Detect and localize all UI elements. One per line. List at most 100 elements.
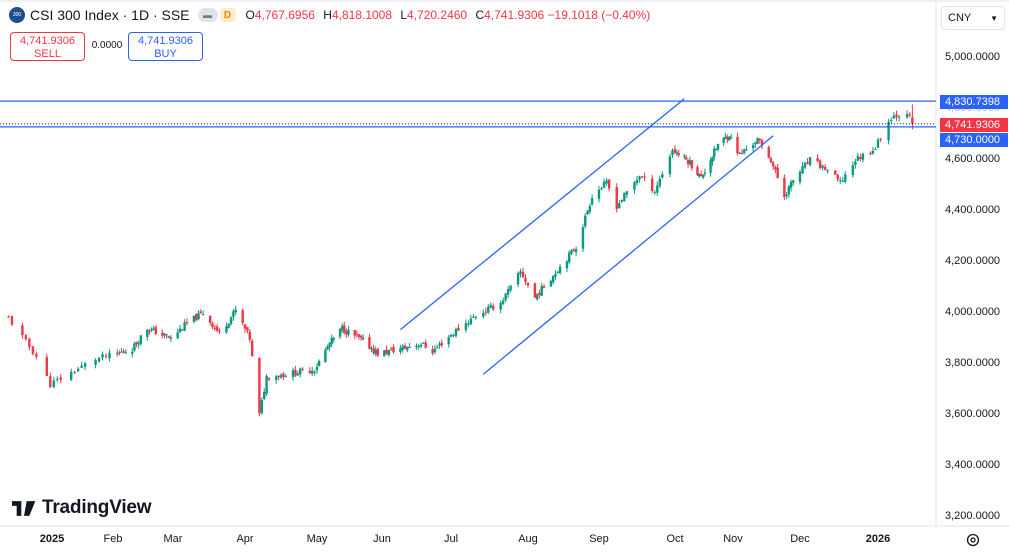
- candle-body: [457, 327, 460, 331]
- time-tick-label: Nov: [723, 533, 743, 545]
- candle-body: [372, 348, 375, 353]
- price-tick-label: 4,600.0000: [945, 153, 1001, 165]
- candle-body: [640, 176, 644, 178]
- time-tick-label: 2025: [39, 533, 65, 545]
- candle-body: [509, 285, 512, 291]
- currency-selector[interactable]: CNY ▼: [941, 6, 1005, 30]
- candle-body: [506, 289, 510, 295]
- candle-body: [28, 338, 31, 348]
- candle-body: [675, 152, 679, 154]
- candle-body: [605, 180, 608, 184]
- candle-body: [469, 318, 473, 325]
- candle-body: [227, 323, 230, 328]
- candle-body: [248, 331, 251, 340]
- candle-body: [745, 149, 748, 151]
- candle-body: [195, 314, 198, 321]
- time-tick-label: May: [306, 533, 328, 545]
- candle-body: [359, 335, 363, 338]
- time-tick-label: Sep: [589, 533, 609, 545]
- ohlc-close-value: 4,741.9306 −19.1018 (−0.40%): [484, 8, 651, 22]
- price-tick-label: 3,200.0000: [945, 510, 1001, 522]
- candle-body: [161, 332, 164, 336]
- candle-body: [808, 157, 812, 166]
- candle-body: [521, 271, 525, 278]
- candle-body: [277, 375, 280, 378]
- symbol-logo-icon[interactable]: 300: [9, 7, 25, 23]
- gear-icon[interactable]: [964, 531, 982, 549]
- buy-label: BUY: [154, 48, 177, 60]
- candle-body: [83, 363, 87, 367]
- ohlc-open-value: 4,767.6956: [254, 8, 315, 22]
- candle-body: [714, 149, 718, 151]
- candle-body: [183, 322, 186, 331]
- buy-button[interactable]: 4,741.9306 BUY: [128, 32, 203, 61]
- candle-body: [501, 300, 505, 304]
- last-price-label: 4,741.9306: [940, 118, 1008, 132]
- price-tick-label: 3,800.0000: [945, 357, 1001, 369]
- candle-body: [163, 333, 166, 336]
- candle-body: [296, 373, 299, 376]
- buy-price: 4,741.9306: [137, 35, 194, 47]
- candle-body: [7, 316, 10, 318]
- candle-body: [738, 152, 741, 154]
- candle-body: [859, 157, 862, 160]
- candle-body: [120, 351, 123, 353]
- candle-body: [135, 341, 138, 345]
- candle-body: [353, 329, 356, 336]
- candle-body: [792, 180, 795, 183]
- candle-body: [568, 252, 571, 263]
- candle-body: [751, 145, 755, 149]
- candle-body: [554, 274, 557, 277]
- candle-body: [677, 153, 680, 155]
- candle-body: [197, 313, 200, 320]
- visibility-toggle-icon[interactable]: ▬: [197, 8, 218, 22]
- candle-body: [150, 328, 153, 331]
- market-status-badge[interactable]: D: [219, 8, 236, 22]
- candle-body: [839, 179, 842, 181]
- candle-body: [122, 351, 125, 353]
- ohlc-low-key: L: [400, 8, 408, 22]
- tradingview-logo[interactable]: TradingView: [12, 497, 152, 519]
- candle-body: [447, 337, 450, 345]
- candle-body: [540, 285, 543, 296]
- candle-body: [861, 153, 865, 160]
- candle-body: [438, 343, 441, 346]
- candle-body: [699, 174, 703, 177]
- candle-body: [422, 342, 425, 344]
- time-tick-label: Apr: [236, 533, 254, 545]
- candle-body: [803, 163, 807, 168]
- candle-body: [131, 351, 134, 354]
- tradingview-logo-icon: [12, 500, 36, 516]
- candle-body: [328, 343, 331, 348]
- candle-body: [722, 137, 725, 143]
- candle-body: [769, 158, 773, 163]
- candle-body: [758, 138, 761, 141]
- sell-button[interactable]: 4,741.9306 SELL: [10, 32, 85, 61]
- candle-body: [572, 249, 576, 251]
- time-tick-label: Oct: [666, 533, 684, 545]
- symbol-title[interactable]: CSI 300 Index · 1D · SSE: [30, 7, 190, 23]
- candle-body: [709, 160, 712, 173]
- ohlc-high-key: H: [323, 8, 332, 22]
- candle-body: [851, 165, 855, 175]
- candle-body: [73, 371, 76, 373]
- candle-body: [279, 374, 283, 378]
- candle-body: [284, 376, 287, 378]
- candle-body: [703, 172, 707, 174]
- time-tick-label: Aug: [518, 533, 538, 545]
- candle-body: [76, 368, 80, 372]
- price-tick-label: 3,400.0000: [945, 459, 1001, 471]
- candle-body: [816, 158, 819, 162]
- drawing-overlays[interactable]: [0, 98, 936, 375]
- candle-body: [424, 342, 427, 348]
- candle-body: [551, 275, 555, 283]
- candle-body: [911, 117, 914, 124]
- candle-body: [740, 152, 744, 154]
- candle-body: [401, 346, 404, 350]
- candle-body: [688, 160, 692, 165]
- candle-body: [45, 357, 49, 376]
- candle-body: [484, 311, 487, 313]
- candle-body: [581, 227, 585, 249]
- candle-body: [661, 174, 664, 178]
